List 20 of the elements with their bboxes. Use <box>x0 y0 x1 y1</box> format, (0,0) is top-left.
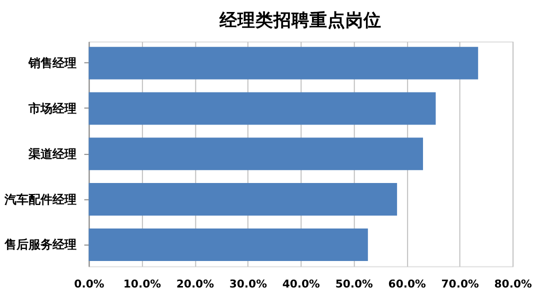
x-tick-label: 30.0% <box>229 277 268 290</box>
y-tick-label: 销售经理 <box>27 56 76 70</box>
y-tick-label: 汽车配件经理 <box>3 192 76 206</box>
x-tick-label: 0.0% <box>74 277 104 290</box>
bar <box>88 138 424 170</box>
bar <box>88 46 478 80</box>
y-tick-label: 渠道经理 <box>27 146 76 161</box>
chart-title: 经理类招聘重点岗位 <box>218 10 382 31</box>
x-tick-label: 60.0% <box>388 277 426 290</box>
y-tick-label: 售后服务经理 <box>3 238 76 252</box>
x-tick-label: 50.0% <box>335 277 374 290</box>
x-tick-label: 10.0% <box>123 277 162 290</box>
x-tick-label: 40.0% <box>282 277 320 290</box>
bar <box>88 228 368 261</box>
x-tick-label: 80.0% <box>494 277 532 290</box>
x-tick-label: 70.0% <box>441 277 479 290</box>
bar <box>88 92 436 125</box>
x-tick-label: 20.0% <box>176 277 214 290</box>
bar <box>88 183 398 216</box>
y-tick-label: 市场经理 <box>27 101 76 116</box>
